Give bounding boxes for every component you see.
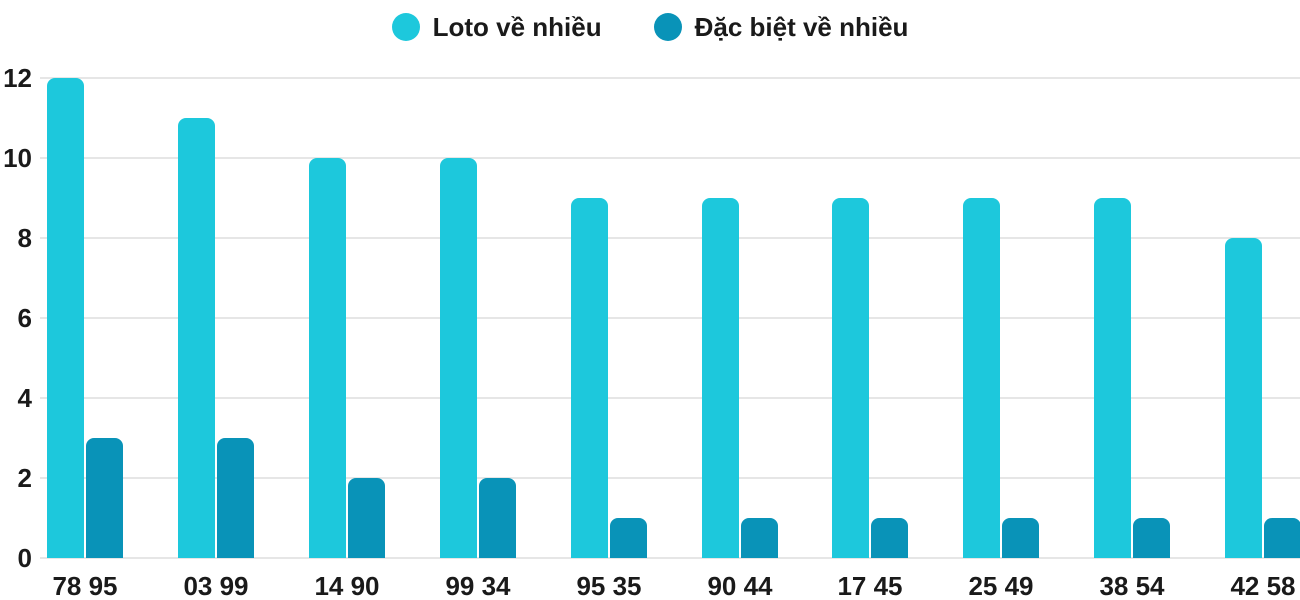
gridline-y-4 [40, 397, 1300, 399]
bar-loto-ve-nhieu-78-95[interactable] [47, 78, 84, 558]
y-tick-label-12: 12 [3, 63, 32, 93]
x-category-label-03-99: 03 99 [183, 571, 249, 600]
x-category-label-14-90: 14 90 [314, 571, 380, 600]
bar-ac-biet-ve-nhieu-03-99[interactable] [217, 438, 254, 558]
x-category-label-38-54: 38 54 [1099, 571, 1165, 600]
bar-loto-ve-nhieu-95-35[interactable] [571, 198, 608, 558]
bar-ac-biet-ve-nhieu-90-44[interactable] [741, 518, 778, 558]
bar-ac-biet-ve-nhieu-95-35[interactable] [610, 518, 647, 558]
x-category-label-17-45: 17 45 [837, 571, 903, 600]
bar-loto-ve-nhieu-03-99[interactable] [178, 118, 215, 558]
legend-label-loto-ve-nhieu: Loto về nhiều [432, 12, 602, 42]
gridline-y-8 [40, 237, 1300, 239]
x-category-label-25-49: 25 49 [968, 571, 1034, 600]
bar-loto-ve-nhieu-14-90[interactable] [309, 158, 346, 558]
bar-ac-biet-ve-nhieu-38-54[interactable] [1133, 518, 1170, 558]
bar-ac-biet-ve-nhieu-78-95[interactable] [86, 438, 123, 558]
bar-loto-ve-nhieu-17-45[interactable] [832, 198, 869, 558]
bar-loto-ve-nhieu-42-58[interactable] [1225, 238, 1262, 558]
x-category-label-78-95: 78 95 [52, 571, 118, 600]
y-tick-label-10: 10 [3, 143, 32, 173]
y-tick-label-2: 2 [17, 463, 32, 493]
bar-loto-ve-nhieu-38-54[interactable] [1094, 198, 1131, 558]
gridline-y-6 [40, 317, 1300, 319]
x-category-label-99-34: 99 34 [445, 571, 511, 600]
gridline-y-0 [40, 557, 1300, 559]
bar-loto-ve-nhieu-25-49[interactable] [963, 198, 1000, 558]
bar-ac-biet-ve-nhieu-99-34[interactable] [479, 478, 516, 558]
y-tick-label-8: 8 [17, 223, 32, 253]
chart-legend: Loto về nhiều Đặc biệt về nhiều [0, 10, 1300, 44]
bar-ac-biet-ve-nhieu-25-49[interactable] [1002, 518, 1039, 558]
bar-loto-ve-nhieu-99-34[interactable] [440, 158, 477, 558]
bar-ac-biet-ve-nhieu-17-45[interactable] [871, 518, 908, 558]
bar-loto-ve-nhieu-90-44[interactable] [702, 198, 739, 558]
y-tick-label-4: 4 [17, 383, 32, 413]
legend-label-dac-biet-ve-nhieu: Đặc biệt về nhiều [694, 12, 909, 42]
gridline-y-12 [40, 77, 1300, 79]
gridline-y-10 [40, 157, 1300, 159]
legend-swatch-loto-icon [391, 13, 420, 41]
x-category-label-42-58: 42 58 [1230, 571, 1296, 600]
bar-ac-biet-ve-nhieu-14-90[interactable] [348, 478, 385, 558]
bar-ac-biet-ve-nhieu-42-58[interactable] [1264, 518, 1300, 558]
y-tick-label-0: 0 [17, 543, 32, 573]
y-tick-label-6: 6 [17, 303, 32, 333]
x-category-label-95-35: 95 35 [576, 571, 642, 600]
x-category-label-90-44: 90 44 [707, 571, 773, 600]
legend-item-loto-ve-nhieu[interactable]: Loto về nhiều [391, 10, 602, 44]
legend-swatch-dac-biet-icon [653, 13, 682, 41]
legend-item-dac-biet-ve-nhieu[interactable]: Đặc biệt về nhiều [653, 10, 909, 44]
gridline-y-2 [40, 477, 1300, 479]
